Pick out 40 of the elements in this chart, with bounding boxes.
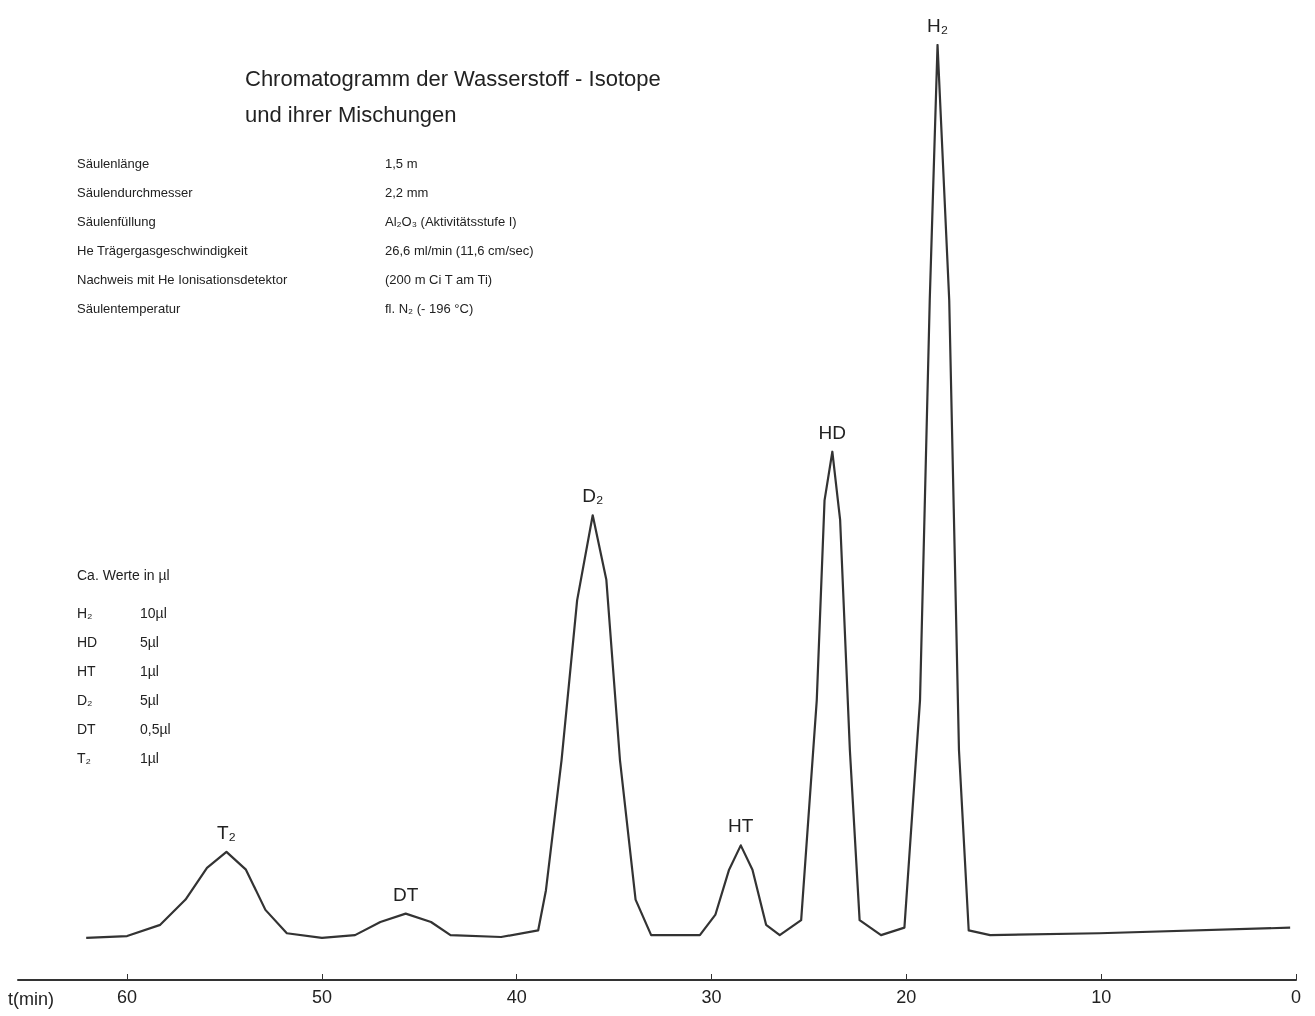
annotation: 5µl bbox=[140, 634, 159, 650]
annotation: fl. N₂ (- 196 °C) bbox=[385, 301, 474, 316]
annotation: 2,2 mm bbox=[385, 185, 429, 200]
annotation: T₂ bbox=[216, 821, 236, 843]
x-tick-label: 0 bbox=[1290, 987, 1302, 1007]
annotation: Säulentemperatur bbox=[77, 301, 182, 316]
annotation: Al₂O₃ (Aktivitätsstufe I) bbox=[385, 214, 517, 229]
annotation: HT bbox=[77, 663, 97, 679]
annotation: HD bbox=[77, 634, 98, 650]
annotation: (200 m Ci T am Ti) bbox=[385, 272, 493, 287]
annotation: 1µl bbox=[140, 663, 159, 679]
x-tick-label: 50 bbox=[311, 987, 332, 1007]
text: Chromatogramm der Wasserstoff - Isotope und ihrer Mischungen bbox=[245, 65, 667, 127]
annotation: H₂ bbox=[926, 15, 949, 36]
x-axis-title: t(min) bbox=[8, 989, 54, 1009]
x-tick-label: 20 bbox=[896, 987, 917, 1007]
annotation: T₂ bbox=[77, 750, 91, 766]
annotation: HD bbox=[818, 421, 847, 443]
x-tick-label: 40 bbox=[506, 987, 527, 1007]
annotation: Ca. Werte in µl bbox=[77, 567, 170, 583]
annotation: 1,5 m bbox=[385, 156, 418, 171]
annotation: He Trägergasgeschwindigkeit bbox=[77, 243, 248, 258]
annotation: DT bbox=[393, 883, 419, 905]
annotation: 10µl bbox=[140, 605, 167, 621]
x-tick-label: 60 bbox=[117, 987, 138, 1007]
annotation: 26,6 ml/min (11,6 cm/sec) bbox=[385, 243, 534, 258]
annotation: D₂ bbox=[582, 485, 604, 507]
annotation: HT bbox=[728, 815, 754, 837]
annotation: Säulendurchmesser bbox=[77, 185, 194, 200]
annotation: D₂ bbox=[77, 692, 93, 708]
x-tick-label: 30 bbox=[701, 987, 722, 1007]
annotation: Säulenlänge bbox=[77, 156, 150, 171]
annotation: 5µl bbox=[140, 692, 159, 708]
annotation: Nachweis mit He Ionisationsdetektor bbox=[77, 272, 288, 287]
annotation: Säulenfüllung bbox=[77, 214, 156, 229]
annotation: 0,5µl bbox=[140, 721, 171, 737]
annotation: H₂ bbox=[77, 605, 93, 621]
annotation: DT bbox=[77, 721, 97, 737]
x-tick-label: 10 bbox=[1091, 987, 1112, 1007]
annotation: 1µl bbox=[140, 750, 159, 766]
